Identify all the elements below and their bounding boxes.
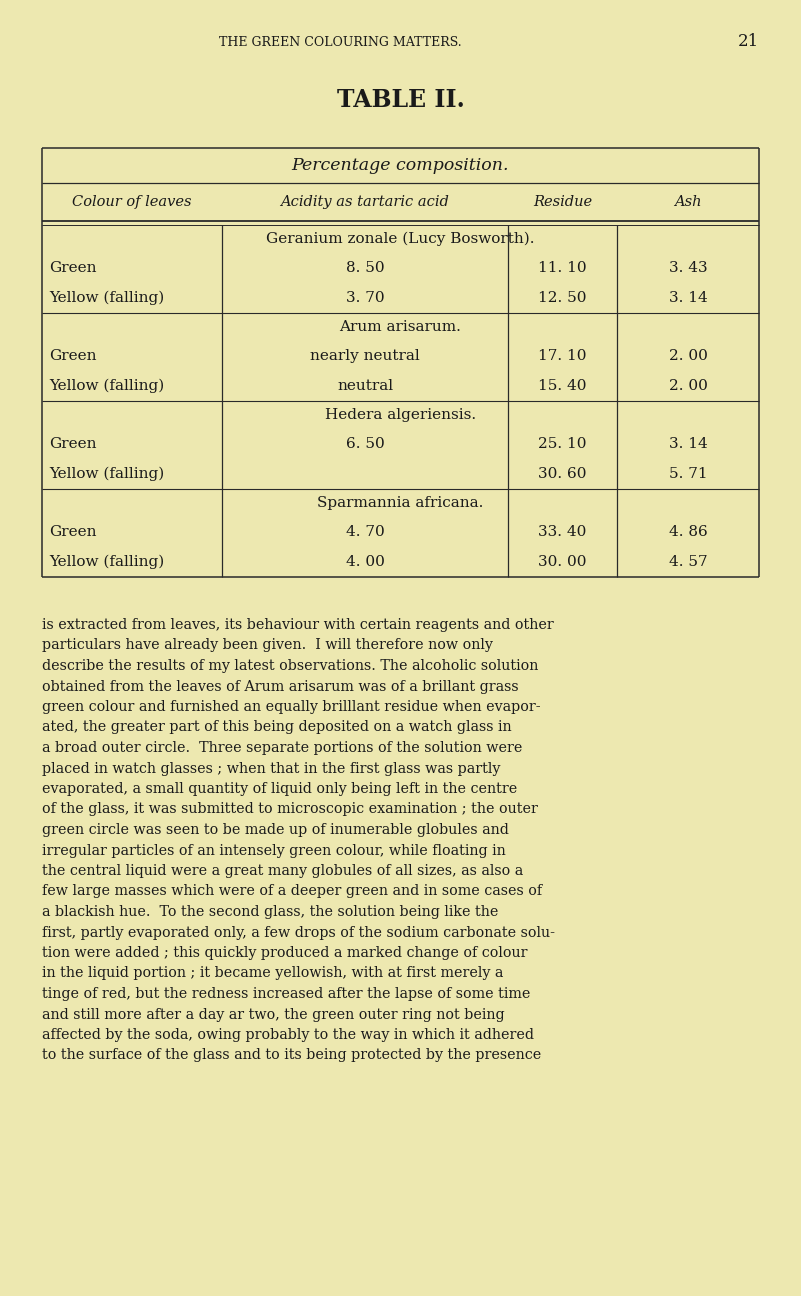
Text: green circle was seen to be made up of inumerable globules and: green circle was seen to be made up of i… xyxy=(42,823,509,837)
Text: 2. 00: 2. 00 xyxy=(669,378,707,393)
Text: the central liquid were a great many globules of all sizes, as also a: the central liquid were a great many glo… xyxy=(42,864,523,877)
Text: affected by the soda, owing probably to the way in which it adhered: affected by the soda, owing probably to … xyxy=(42,1028,534,1042)
Text: green colour and furnished an equally brilllant residue when evapor-: green colour and furnished an equally br… xyxy=(42,700,541,714)
Text: in the liquid portion ; it became yellowish, with at first merely a: in the liquid portion ; it became yellow… xyxy=(42,967,503,981)
Text: a blackish hue.  To the second glass, the solution being like the: a blackish hue. To the second glass, the… xyxy=(42,905,498,919)
Text: 12. 50: 12. 50 xyxy=(538,292,587,305)
Text: 4. 70: 4. 70 xyxy=(345,525,384,539)
Text: Yellow (falling): Yellow (falling) xyxy=(49,290,164,305)
Text: Yellow (falling): Yellow (falling) xyxy=(49,378,164,393)
Text: 30. 00: 30. 00 xyxy=(538,555,587,569)
Text: 3. 14: 3. 14 xyxy=(669,437,707,451)
Text: TABLE II.: TABLE II. xyxy=(336,88,465,111)
Text: 3. 43: 3. 43 xyxy=(669,260,707,275)
Text: 2. 00: 2. 00 xyxy=(669,349,707,363)
Text: Yellow (falling): Yellow (falling) xyxy=(49,555,164,569)
Text: 4. 57: 4. 57 xyxy=(669,555,707,569)
Text: 21: 21 xyxy=(738,34,759,51)
Text: is extracted from leaves, its behaviour with certain reagents and other: is extracted from leaves, its behaviour … xyxy=(42,618,553,632)
Text: 33. 40: 33. 40 xyxy=(538,525,586,539)
Text: a broad outer circle.  Three separate portions of the solution were: a broad outer circle. Three separate por… xyxy=(42,741,522,756)
Text: 6. 50: 6. 50 xyxy=(345,437,384,451)
Text: Green: Green xyxy=(49,437,96,451)
Text: and still more after a day ar two, the green outer ring not being: and still more after a day ar two, the g… xyxy=(42,1007,505,1021)
Text: 25. 10: 25. 10 xyxy=(538,437,587,451)
Text: obtained from the leaves of Arum arisarum was of a brillant grass: obtained from the leaves of Arum arisaru… xyxy=(42,679,518,693)
Text: evaporated, a small quantity of liquid only being left in the centre: evaporated, a small quantity of liquid o… xyxy=(42,781,517,796)
Text: Colour of leaves: Colour of leaves xyxy=(72,194,191,209)
Text: Yellow (falling): Yellow (falling) xyxy=(49,467,164,481)
Text: Green: Green xyxy=(49,260,96,275)
Text: describe the results of my latest observations. The alcoholic solution: describe the results of my latest observ… xyxy=(42,658,538,673)
Text: 5. 71: 5. 71 xyxy=(669,467,707,481)
Text: tion were added ; this quickly produced a marked change of colour: tion were added ; this quickly produced … xyxy=(42,946,528,960)
Text: few large masses which were of a deeper green and in some cases of: few large masses which were of a deeper … xyxy=(42,884,542,898)
Text: Residue: Residue xyxy=(533,194,592,209)
Text: Green: Green xyxy=(49,525,96,539)
Text: 4. 00: 4. 00 xyxy=(345,555,384,569)
Text: 30. 60: 30. 60 xyxy=(538,467,587,481)
Text: Sparmannia africana.: Sparmannia africana. xyxy=(317,496,484,511)
Text: 3. 14: 3. 14 xyxy=(669,292,707,305)
Text: 4. 86: 4. 86 xyxy=(669,525,707,539)
Text: Geranium zonale (Lucy Bosworth).: Geranium zonale (Lucy Bosworth). xyxy=(266,232,535,246)
Text: 8. 50: 8. 50 xyxy=(346,260,384,275)
Text: neutral: neutral xyxy=(337,378,393,393)
Text: first, partly evaporated only, a few drops of the sodium carbonate solu-: first, partly evaporated only, a few dro… xyxy=(42,925,555,940)
Text: Acidity as tartaric acid: Acidity as tartaric acid xyxy=(280,194,449,209)
Text: of the glass, it was submitted to microscopic examination ; the outer: of the glass, it was submitted to micros… xyxy=(42,802,538,816)
Text: 15. 40: 15. 40 xyxy=(538,378,587,393)
Text: Arum arisarum.: Arum arisarum. xyxy=(340,320,461,334)
Text: Ash: Ash xyxy=(674,194,702,209)
Text: 17. 10: 17. 10 xyxy=(538,349,587,363)
Text: particulars have already been given.  I will therefore now only: particulars have already been given. I w… xyxy=(42,639,493,652)
Text: ated, the greater part of this being deposited on a watch glass in: ated, the greater part of this being dep… xyxy=(42,721,512,735)
Text: to the surface of the glass and to its being protected by the presence: to the surface of the glass and to its b… xyxy=(42,1048,541,1063)
Text: THE GREEN COLOURING MATTERS.: THE GREEN COLOURING MATTERS. xyxy=(219,35,462,48)
Text: tinge of red, but the redness increased after the lapse of some time: tinge of red, but the redness increased … xyxy=(42,988,530,1001)
Text: Green: Green xyxy=(49,349,96,363)
Text: Percentage composition.: Percentage composition. xyxy=(292,158,509,175)
Text: 3. 70: 3. 70 xyxy=(346,292,384,305)
Text: Hedera algeriensis.: Hedera algeriensis. xyxy=(325,408,476,422)
Text: 11. 10: 11. 10 xyxy=(538,260,587,275)
Text: irregular particles of an intensely green colour, while floating in: irregular particles of an intensely gree… xyxy=(42,844,505,858)
Text: placed in watch glasses ; when that in the first glass was partly: placed in watch glasses ; when that in t… xyxy=(42,762,501,775)
Text: nearly neutral: nearly neutral xyxy=(310,349,420,363)
